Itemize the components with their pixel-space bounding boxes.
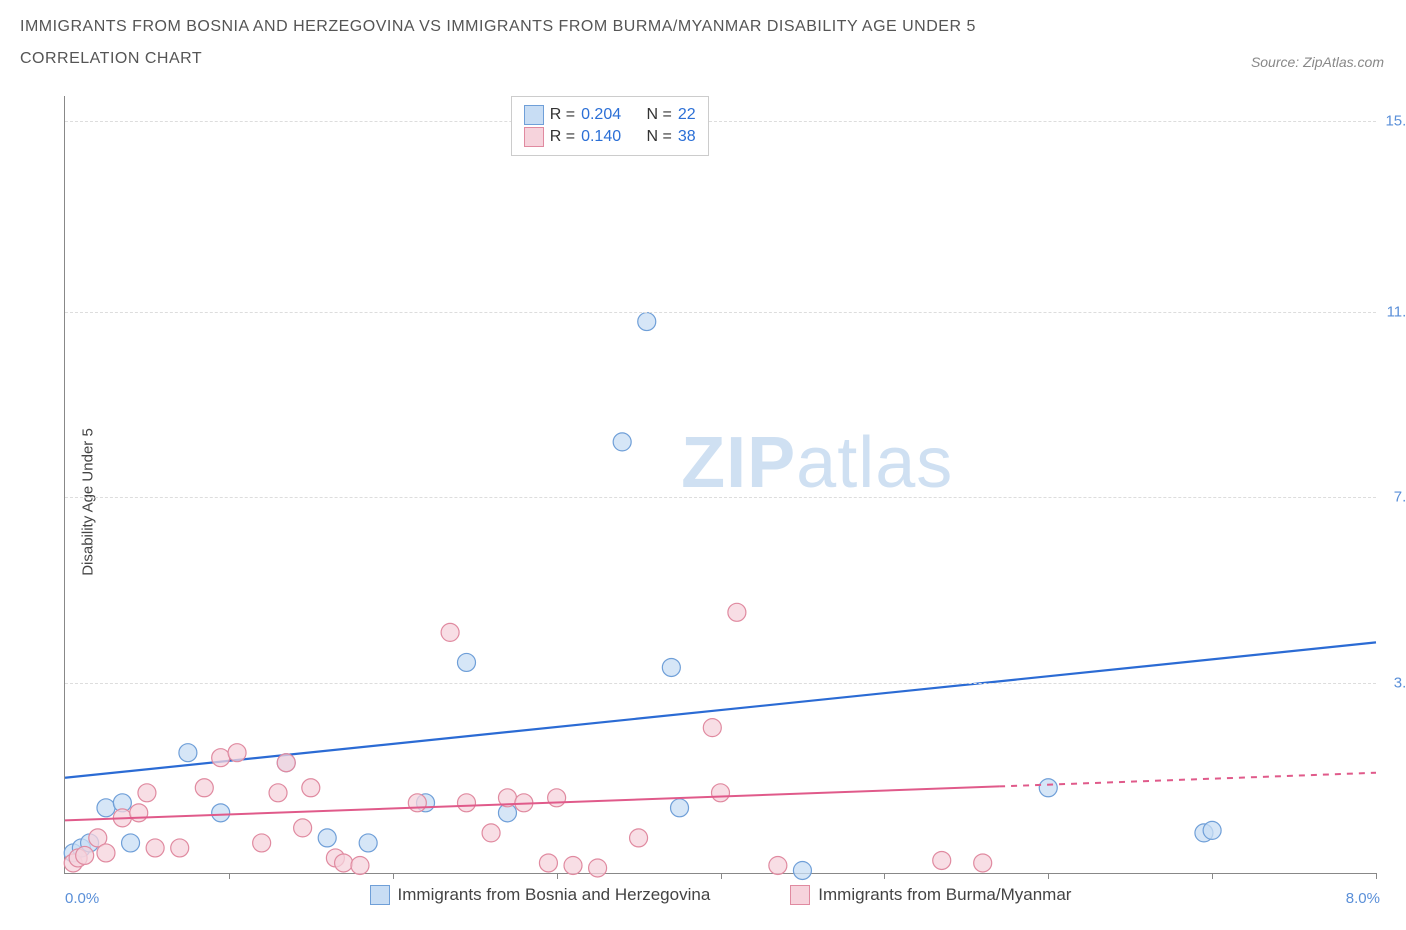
y-tick-label: 15.0%	[1385, 113, 1406, 130]
scatter-point	[457, 653, 475, 671]
series-label: Immigrants from Burma/Myanmar	[818, 885, 1071, 905]
chart-container: Disability Age Under 5 3.8%7.5%11.2%15.0…	[20, 92, 1386, 912]
scatter-point	[195, 779, 213, 797]
correlation-legend: R = 0.204 N = 22R = 0.140 N = 38	[511, 96, 709, 156]
scatter-point	[441, 623, 459, 641]
series-legend-item: Immigrants from Burma/Myanmar	[790, 885, 1071, 905]
scatter-point	[302, 779, 320, 797]
legend-swatch	[524, 127, 544, 147]
legend-row: R = 0.204 N = 22	[524, 105, 696, 125]
x-tick	[557, 873, 558, 879]
legend-r-label: R =	[550, 128, 575, 146]
series-label: Immigrants from Bosnia and Herzegovina	[398, 885, 711, 905]
x-tick	[1048, 873, 1049, 879]
scatter-point	[351, 856, 369, 874]
gridline	[65, 497, 1376, 498]
chart-title-block: IMMIGRANTS FROM BOSNIA AND HERZEGOVINA V…	[0, 0, 1406, 68]
scatter-point	[253, 834, 271, 852]
scatter-point	[589, 859, 607, 877]
scatter-point	[712, 784, 730, 802]
scatter-point	[728, 603, 746, 621]
series-swatch	[790, 885, 810, 905]
scatter-point	[130, 804, 148, 822]
scatter-point	[212, 749, 230, 767]
scatter-point	[408, 794, 426, 812]
x-tick	[229, 873, 230, 879]
legend-n-value: 22	[678, 106, 696, 124]
series-legend: Immigrants from Bosnia and Herzegovina Im…	[65, 885, 1376, 905]
x-tick	[884, 873, 885, 879]
legend-n-label: N =	[646, 106, 671, 124]
scatter-point	[1039, 779, 1057, 797]
scatter-point	[122, 834, 140, 852]
legend-r-value: 0.204	[581, 106, 621, 124]
x-tick	[721, 873, 722, 879]
chart-title-line2: CORRELATION CHART	[20, 50, 1386, 68]
scatter-point	[76, 846, 94, 864]
scatter-point	[630, 829, 648, 847]
scatter-point	[548, 789, 566, 807]
legend-n-value: 38	[678, 128, 696, 146]
x-tick	[1212, 873, 1213, 879]
gridline	[65, 683, 1376, 684]
scatter-point	[539, 854, 557, 872]
legend-n-label: N =	[646, 128, 671, 146]
scatter-point	[793, 861, 811, 879]
legend-r-value: 0.140	[581, 128, 621, 146]
scatter-point	[482, 824, 500, 842]
legend-swatch	[524, 105, 544, 125]
y-tick-label: 7.5%	[1394, 489, 1406, 506]
source-label: Source: ZipAtlas.com	[1251, 54, 1384, 70]
scatter-point	[294, 819, 312, 837]
y-tick-label: 3.8%	[1394, 674, 1406, 691]
scatter-point	[146, 839, 164, 857]
legend-row: R = 0.140 N = 38	[524, 127, 696, 147]
scatter-point	[97, 844, 115, 862]
scatter-point	[212, 804, 230, 822]
x-tick	[1376, 873, 1377, 879]
scatter-point	[228, 744, 246, 762]
scatter-point	[662, 658, 680, 676]
chart-svg	[65, 96, 1376, 873]
scatter-point	[769, 856, 787, 874]
y-tick-label: 11.2%	[1387, 303, 1406, 320]
series-legend-item: Immigrants from Bosnia and Herzegovina	[370, 885, 711, 905]
trend-line	[65, 642, 1376, 777]
gridline	[65, 121, 1376, 122]
series-swatch	[370, 885, 390, 905]
legend-r-label: R =	[550, 106, 575, 124]
scatter-point	[613, 433, 631, 451]
scatter-point	[933, 851, 951, 869]
gridline	[65, 312, 1376, 313]
scatter-point	[97, 799, 115, 817]
scatter-point	[171, 839, 189, 857]
scatter-point	[564, 856, 582, 874]
x-tick	[393, 873, 394, 879]
scatter-point	[359, 834, 377, 852]
scatter-point	[138, 784, 156, 802]
scatter-point	[277, 754, 295, 772]
scatter-point	[269, 784, 287, 802]
scatter-point	[638, 313, 656, 331]
plot-area: 3.8%7.5%11.2%15.0%0.0%8.0%ZIPatlasR = 0.…	[64, 96, 1376, 874]
scatter-point	[457, 794, 475, 812]
scatter-point	[179, 744, 197, 762]
scatter-point	[703, 719, 721, 737]
scatter-point	[335, 854, 353, 872]
scatter-point	[671, 799, 689, 817]
scatter-point	[1203, 821, 1221, 839]
chart-title-line1: IMMIGRANTS FROM BOSNIA AND HERZEGOVINA V…	[20, 18, 1386, 36]
scatter-point	[974, 854, 992, 872]
scatter-point	[318, 829, 336, 847]
